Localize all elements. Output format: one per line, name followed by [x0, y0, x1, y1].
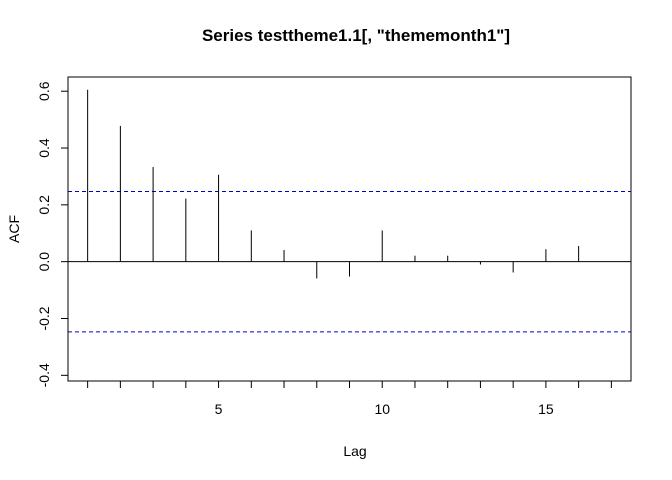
- y-axis-label: ACF: [6, 215, 22, 243]
- chart-title: Series testtheme1.1[, "thememonth1"]: [202, 26, 510, 45]
- x-tick-label-5: 5: [215, 401, 223, 417]
- y-axis: -0.4 -0.2 0.0 0.2 0.4 0.6: [36, 81, 69, 387]
- y-tick-label-2: 0.0: [36, 252, 52, 272]
- y-tick-label-5: 0.6: [36, 81, 52, 101]
- plot-layer: [68, 89, 631, 333]
- x-tick-label-10: 10: [374, 401, 390, 417]
- x-tick-label-15: 15: [538, 401, 554, 417]
- plot-frame: [67, 76, 632, 382]
- x-axis-label: Lag: [343, 443, 366, 459]
- y-tick-label-1: -0.2: [36, 306, 52, 330]
- x-axis: 5 10 15: [87, 380, 612, 417]
- y-tick-label-3: 0.2: [36, 195, 52, 215]
- y-tick-label-0: -0.4: [36, 363, 52, 387]
- y-tick-label-4: 0.4: [36, 138, 52, 158]
